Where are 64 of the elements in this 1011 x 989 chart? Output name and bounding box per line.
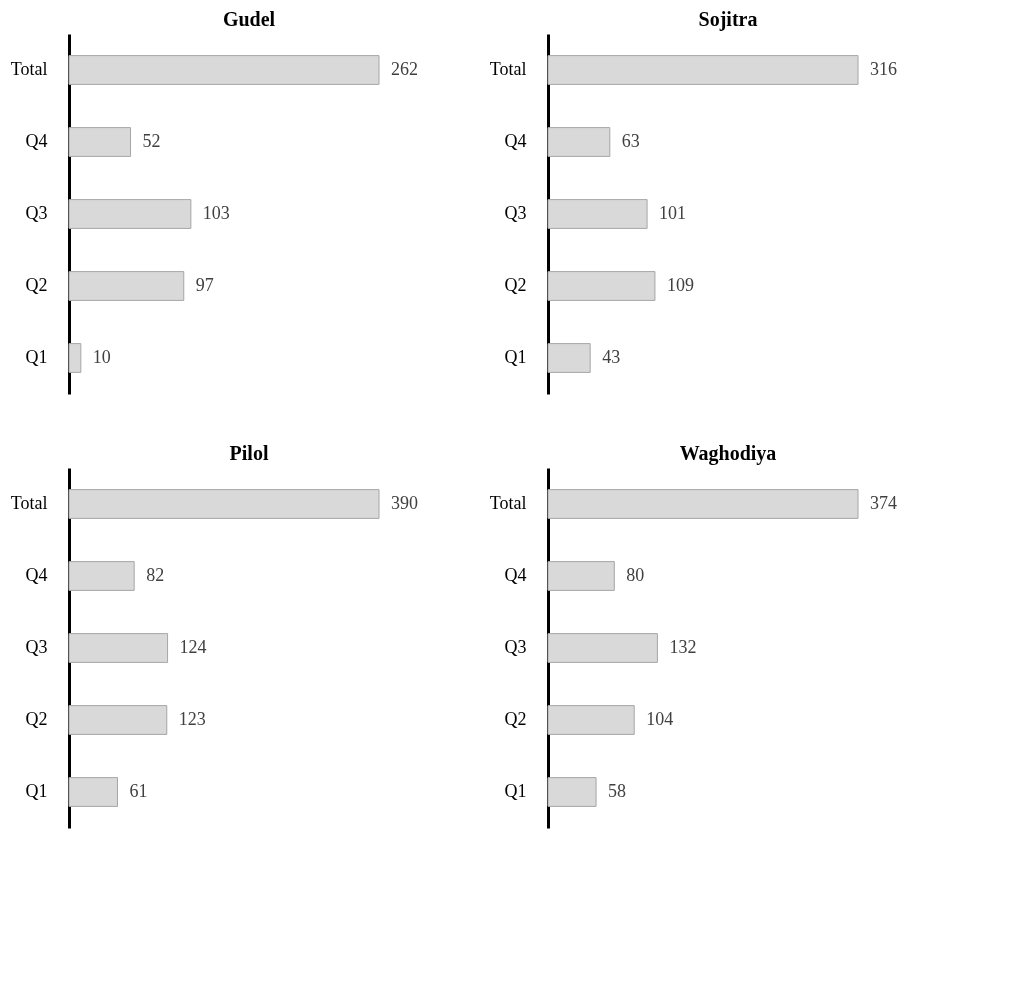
y-tick-label: Total	[10, 59, 48, 79]
bar	[547, 777, 597, 807]
data-label: 104	[646, 709, 674, 729]
bar	[547, 561, 615, 591]
y-tick-label: Q3	[504, 637, 527, 657]
y-tick-label: Q4	[504, 565, 527, 585]
data-label: 132	[669, 637, 697, 657]
data-label: 316	[870, 59, 897, 79]
bar	[68, 127, 132, 157]
y-tick-label: Q4	[25, 131, 48, 151]
y-tick-label: Q1	[504, 781, 527, 801]
bar	[68, 343, 82, 373]
y-tick-label: Q3	[25, 203, 48, 223]
chart-title: Waghodiya	[679, 442, 777, 465]
y-tick-label: Q1	[504, 347, 527, 367]
y-tick-label: Q2	[504, 275, 527, 295]
chart-title: Sojitra	[698, 8, 758, 31]
data-label: 123	[178, 709, 206, 729]
data-label: 109	[666, 275, 694, 295]
y-tick-label: Total	[489, 493, 527, 513]
data-label: 97	[195, 275, 214, 295]
data-label: 124	[179, 637, 207, 657]
bar	[547, 55, 859, 85]
bar	[68, 199, 192, 229]
chart-title: Gudel	[222, 8, 276, 30]
bar	[68, 561, 135, 591]
bar	[547, 705, 635, 735]
data-label: 82	[146, 565, 165, 585]
bar	[68, 271, 185, 301]
bar	[68, 777, 118, 807]
data-label: 390	[391, 493, 418, 513]
data-label: 52	[142, 131, 161, 151]
bar	[68, 489, 380, 519]
data-label: 63	[621, 131, 640, 151]
chart-title: Pilol	[229, 442, 269, 464]
bar	[547, 199, 648, 229]
bar	[547, 343, 591, 373]
bar	[547, 633, 658, 663]
data-label: 61	[129, 781, 148, 801]
data-label: 101	[659, 203, 687, 223]
y-tick-label: Q4	[504, 131, 527, 151]
data-label: 103	[202, 203, 230, 223]
bar	[547, 489, 859, 519]
data-label: 262	[391, 59, 418, 79]
y-tick-label: Q3	[504, 203, 527, 223]
data-label: 58	[608, 781, 627, 801]
y-tick-label: Q1	[25, 347, 48, 367]
y-tick-label: Q4	[25, 565, 48, 585]
y-tick-label: Q1	[25, 781, 48, 801]
y-tick-label: Total	[489, 59, 527, 79]
bar	[547, 271, 656, 301]
y-tick-label: Q2	[504, 709, 527, 729]
y-tick-label: Q3	[25, 637, 48, 657]
bar	[547, 127, 611, 157]
data-label: 10	[92, 347, 111, 367]
bar	[68, 55, 380, 85]
bar	[68, 705, 168, 735]
y-tick-label: Q2	[25, 709, 48, 729]
data-label: 43	[602, 347, 621, 367]
y-tick-label: Q2	[25, 275, 48, 295]
data-label: 80	[626, 565, 645, 585]
bar	[68, 633, 169, 663]
data-label: 374	[870, 493, 897, 513]
y-tick-label: Total	[10, 493, 48, 513]
